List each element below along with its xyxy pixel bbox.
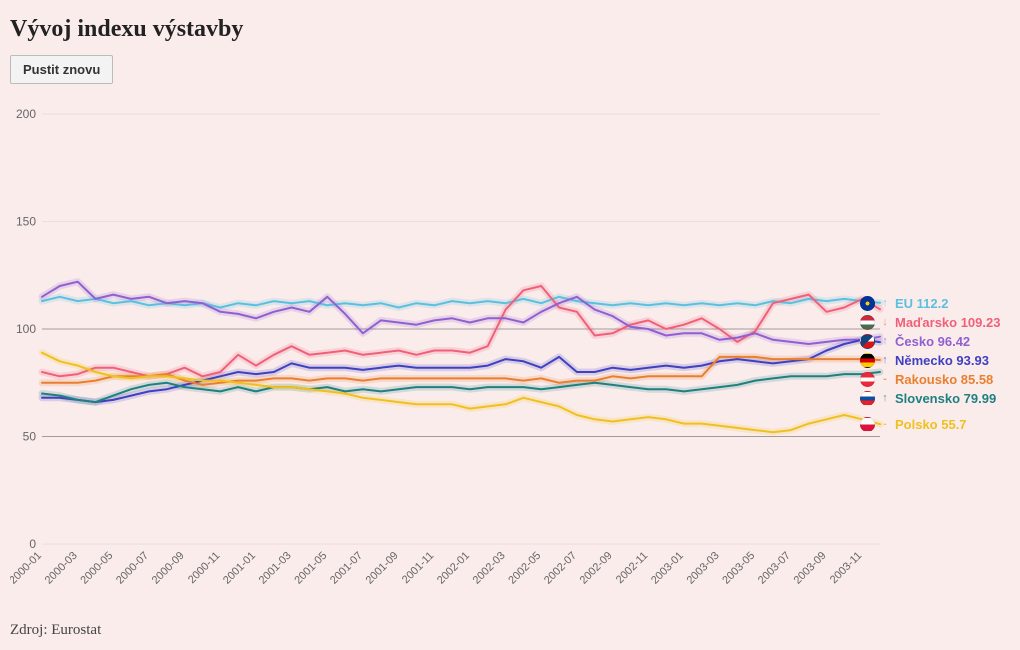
legend-item-austria: -Rakousko 85.58 <box>860 370 993 389</box>
legend-label-eu: EU 112.2 <box>895 294 949 313</box>
series-glow-czech <box>42 282 880 344</box>
spark-slovakia: ↑ <box>881 389 889 408</box>
y-tick-label: 50 <box>23 430 37 444</box>
spark-hungary: ↓ <box>881 313 889 332</box>
x-tick-label: 2003-01 <box>649 550 686 587</box>
x-tick-label: 2002-07 <box>542 550 579 587</box>
flag-icon-hungary <box>860 315 875 330</box>
legend-label-austria: Rakousko 85.58 <box>895 370 993 389</box>
flag-icon-poland <box>860 417 875 432</box>
flag-icon-eu <box>860 296 875 311</box>
x-tick-label: 2001-07 <box>328 550 365 587</box>
y-tick-label: 100 <box>16 322 36 336</box>
x-tick-label: 2003-07 <box>756 550 793 587</box>
replay-button[interactable]: Pustit znovu <box>10 55 113 84</box>
y-tick-label: 200 <box>16 107 36 121</box>
spark-czech: ↑ <box>881 332 889 351</box>
x-tick-label: 2000-07 <box>114 550 151 587</box>
legend-label-hungary: Maďarsko 109.23 <box>895 313 1000 332</box>
legend-label-czech: Česko 96.42 <box>895 332 970 351</box>
x-tick-label: 2002-03 <box>471 550 508 587</box>
legend-item-poland: -Polsko 55.7 <box>860 415 967 434</box>
spark-germany: ↑ <box>881 351 889 370</box>
legend-item-eu: ↑ EU 112.2 <box>860 294 949 313</box>
legend-label-germany: Německo 93.93 <box>895 351 989 370</box>
y-tick-label: 150 <box>16 215 36 229</box>
x-tick-label: 2001-03 <box>257 550 294 587</box>
x-tick-label: 2001-09 <box>364 550 401 587</box>
x-tick-label: 2001-01 <box>221 550 258 587</box>
legend: ↑ EU 112.2 ↓ Maďarsko 109.23 ↑ Česko 96.42 ↑ Ně… <box>860 104 1010 604</box>
spark-austria: - <box>881 370 889 389</box>
x-tick-label: 2002-05 <box>506 550 543 587</box>
chart-area: 0 50 100 150 200 2000-012000-032000-052000-07… <box>10 104 1010 604</box>
spark-eu: ↑ <box>881 294 889 313</box>
x-tick-label: 2001-11 <box>400 550 436 586</box>
x-tick-label: 2003-11 <box>828 550 864 586</box>
x-tick-label: 2003-09 <box>792 550 829 587</box>
legend-item-germany: ↑ Německo 93.93 <box>860 351 989 370</box>
legend-label-slovakia: Slovensko 79.99 <box>895 389 996 408</box>
flag-icon-czech <box>860 334 875 349</box>
x-tick-label: 2000-09 <box>150 550 187 587</box>
legend-label-poland: Polsko 55.7 <box>895 415 967 434</box>
flag-icon-austria <box>860 372 875 387</box>
flag-icon-germany <box>860 353 875 368</box>
legend-item-czech: ↑ Česko 96.42 <box>860 332 970 351</box>
legend-item-hungary: ↓ Maďarsko 109.23 <box>860 313 1000 332</box>
x-tick-label: 2001-05 <box>292 550 329 587</box>
chart-title: Vývoj indexu výstavby <box>10 16 1010 43</box>
source-text: Zdroj: Eurostat <box>10 622 1010 639</box>
x-tick-label: 2000-05 <box>78 550 115 587</box>
legend-item-slovakia: ↑ Slovensko 79.99 <box>860 389 996 408</box>
x-tick-label: 2003-03 <box>685 550 722 587</box>
y-tick-label: 0 <box>29 537 36 551</box>
x-tick-label: 2000-03 <box>43 550 80 587</box>
x-tick-label: 2000-01 <box>10 550 44 587</box>
spark-poland: - <box>881 415 889 434</box>
x-tick-label: 2000-11 <box>186 550 222 586</box>
flag-icon-slovakia <box>860 391 875 406</box>
x-tick-label: 2003-05 <box>720 550 757 587</box>
x-tick-label: 2002-09 <box>578 550 615 587</box>
x-tick-label: 2002-11 <box>614 550 650 586</box>
x-tick-label: 2002-01 <box>435 550 472 587</box>
